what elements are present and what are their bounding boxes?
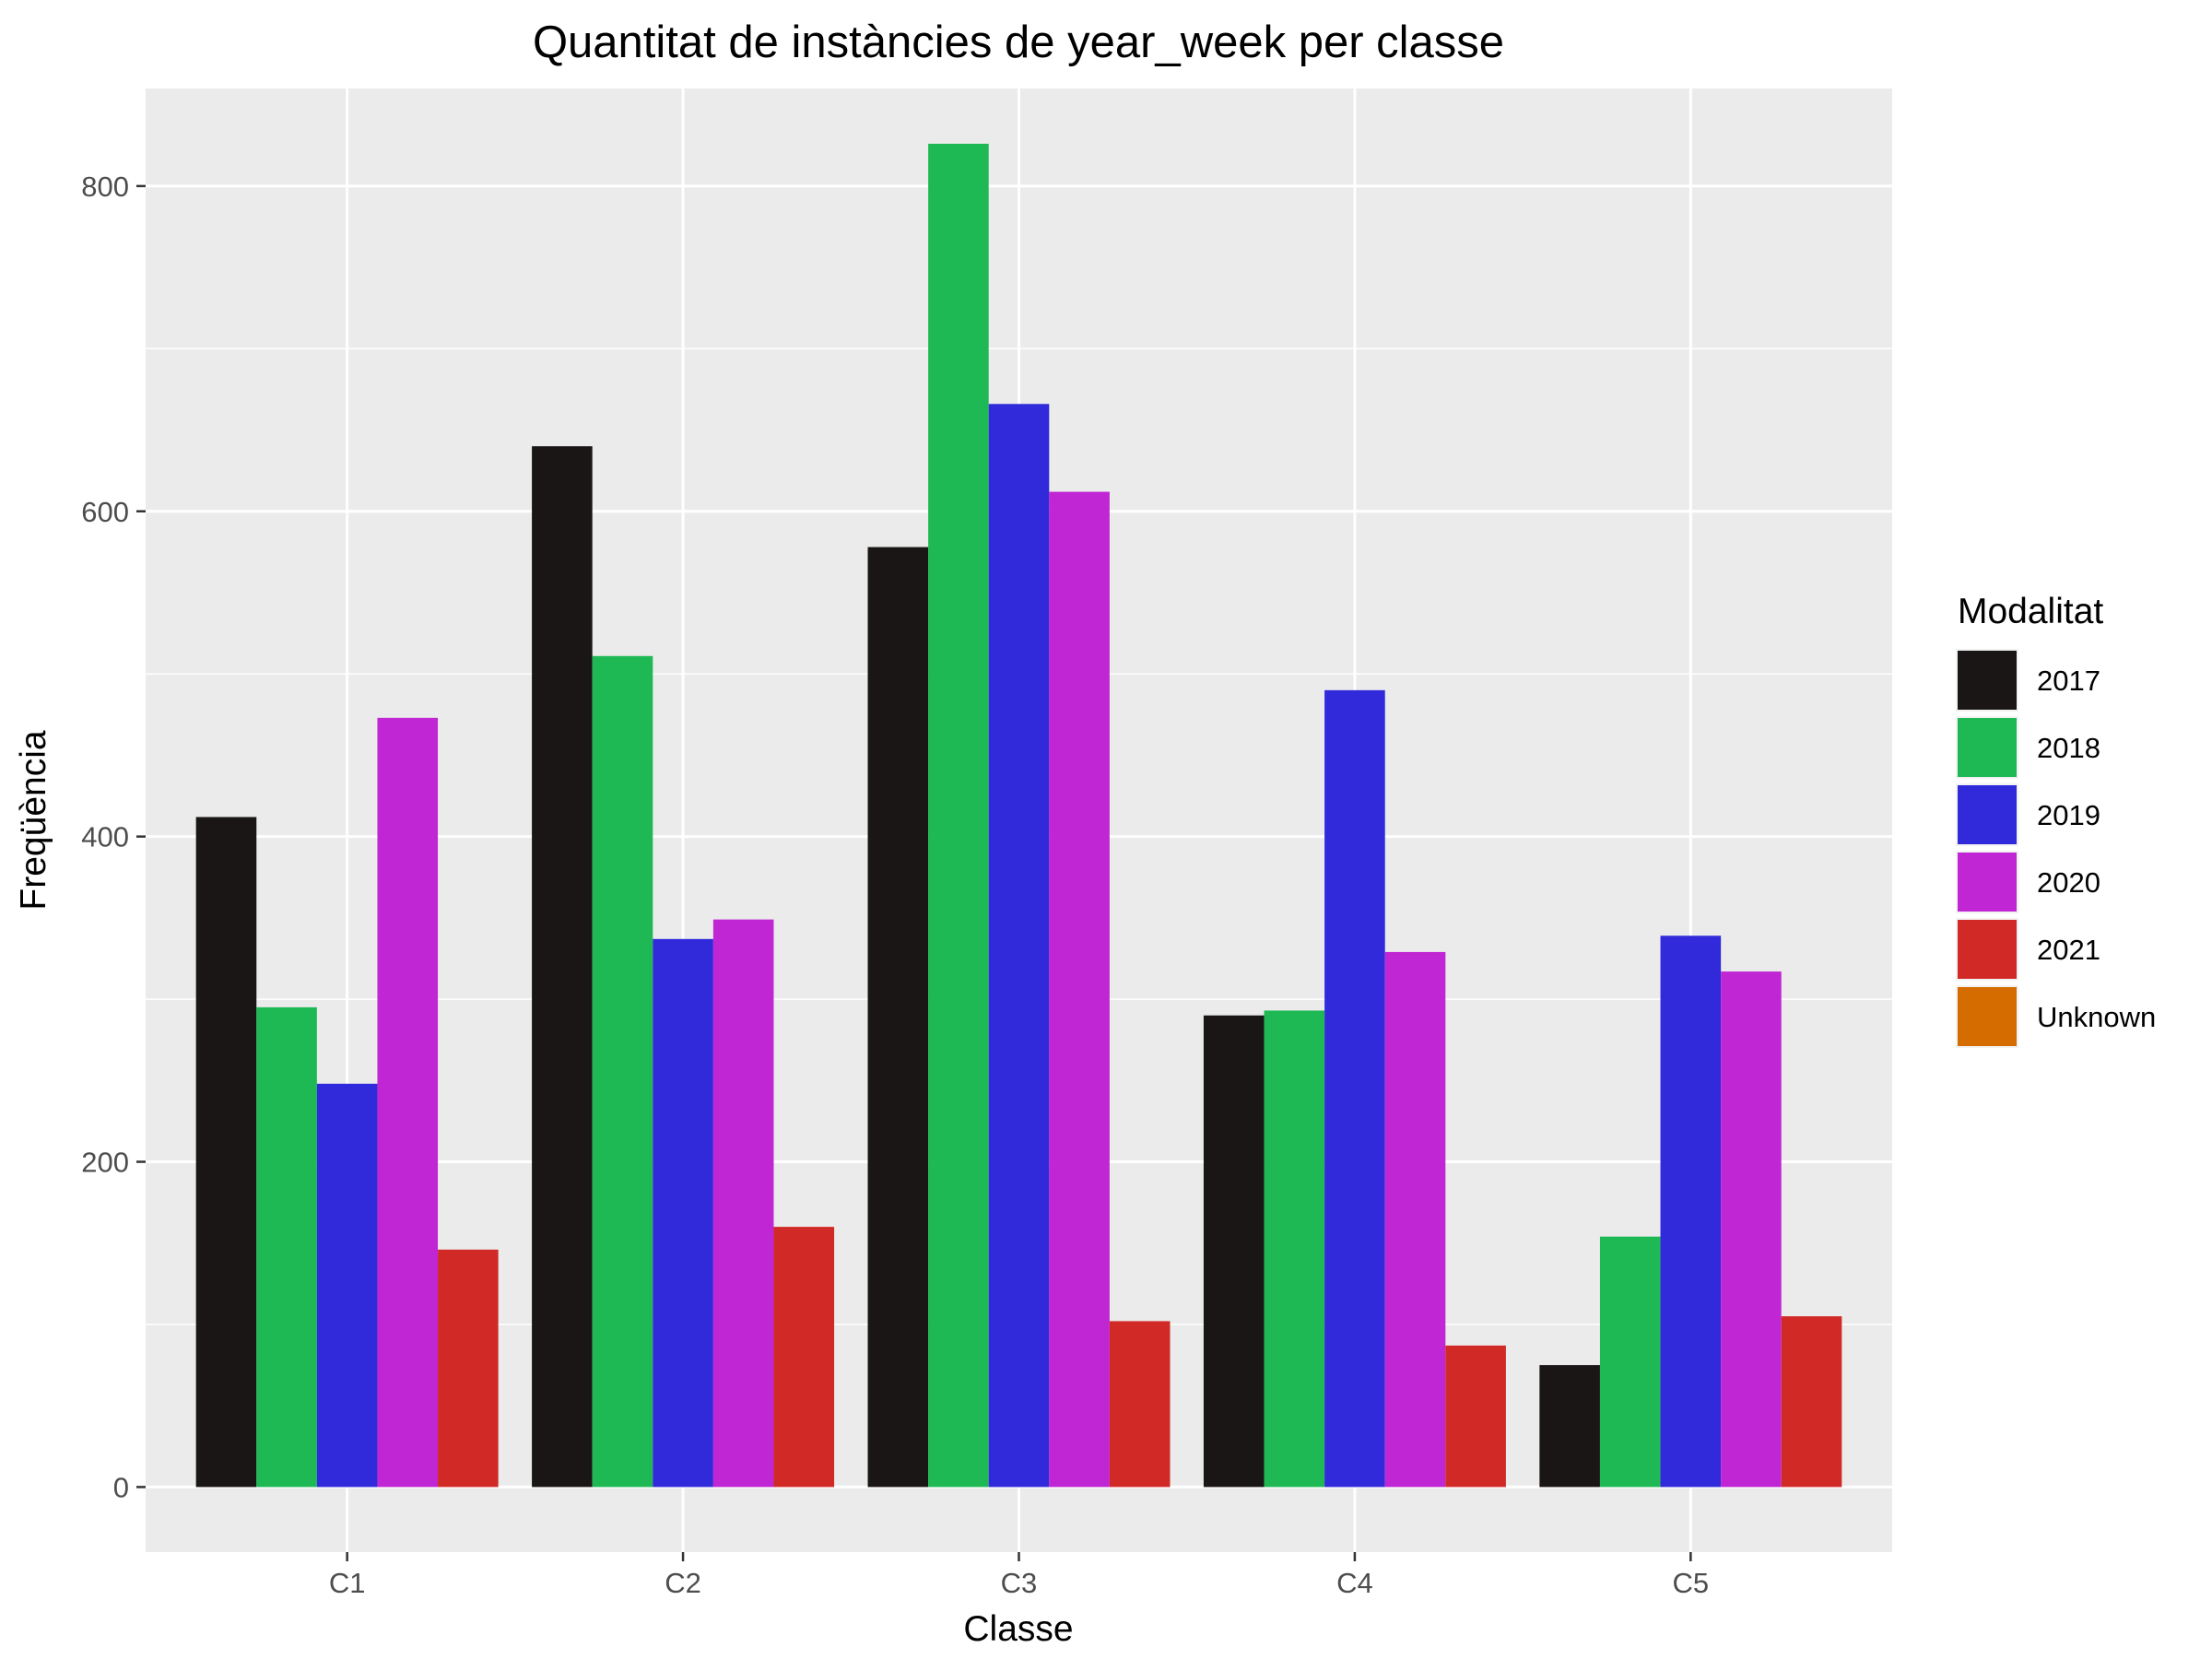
bar-2019-C1 [316,1083,378,1488]
legend-key-2018 [1958,718,2017,777]
legend-key-2019 [1958,785,2017,844]
bar-2018-C1 [256,1006,317,1488]
bar-2017-C4 [1203,1015,1265,1488]
bar-2020-C1 [377,717,439,1488]
bars [195,143,1842,1488]
bar-2021-C4 [1445,1345,1506,1488]
x-tick-label: C3 [1001,1567,1038,1599]
legend-title: Modalitat [1958,592,2103,631]
y-tick-label: 0 [113,1471,129,1503]
legend-key-2017 [1958,651,2017,710]
bar-2020-C4 [1384,951,1446,1488]
bar-2020-C5 [1721,971,1782,1488]
bar-2020-C2 [712,919,774,1488]
bar-2021-C2 [773,1227,835,1488]
bar-2018-C4 [1264,1010,1325,1488]
bar-2021-C5 [1781,1316,1842,1488]
axes: 0 200 400 600 800 C1 C2 C3 C4 C5 [81,171,1709,1599]
legend-key-2021 [1958,920,2017,979]
legend-label: 2018 [2037,732,2100,764]
legend-label: 2021 [2037,934,2100,966]
bar-2017-C5 [1539,1365,1600,1488]
legend: Modalitat 2017 2018 2019 2020 2021 Unknown [1956,592,2156,1048]
legend-label: Unknown [2037,1001,2156,1033]
x-tick-label: C2 [665,1567,701,1599]
x-tick-label: C1 [329,1567,366,1599]
x-axis-title: Classe [963,1609,1073,1649]
bar-2019-C4 [1324,689,1385,1488]
legend-label: 2017 [2037,665,2100,697]
y-tick-label: 800 [81,171,129,203]
bar-2017-C1 [195,817,257,1488]
bar-2020-C3 [1049,491,1110,1488]
chart-title: Quantitat de instàncies de year_week per… [533,18,1504,67]
bar-2019-C3 [988,404,1050,1488]
legend-key-Unknown [1958,987,2017,1046]
bar-2017-C3 [867,547,929,1488]
bar-2018-C3 [928,143,989,1488]
y-tick-label: 400 [81,821,129,853]
legend-label: 2020 [2037,866,2100,899]
x-tick-label: C4 [1336,1567,1373,1599]
y-axis-title: Freqüència [14,730,53,910]
y-tick-label: 600 [81,496,129,528]
legend-key-2020 [1958,853,2017,912]
bar-2019-C2 [653,938,713,1488]
bar-2017-C2 [532,446,593,1488]
bar-2018-C5 [1599,1236,1661,1488]
y-tick-label: 200 [81,1147,129,1179]
bar-2018-C2 [592,655,653,1488]
legend-label: 2019 [2037,799,2100,831]
bar-2019-C5 [1660,935,1722,1488]
bar-2021-C3 [1109,1321,1171,1488]
bar-2021-C1 [438,1249,499,1488]
x-tick-label: C5 [1673,1567,1710,1599]
